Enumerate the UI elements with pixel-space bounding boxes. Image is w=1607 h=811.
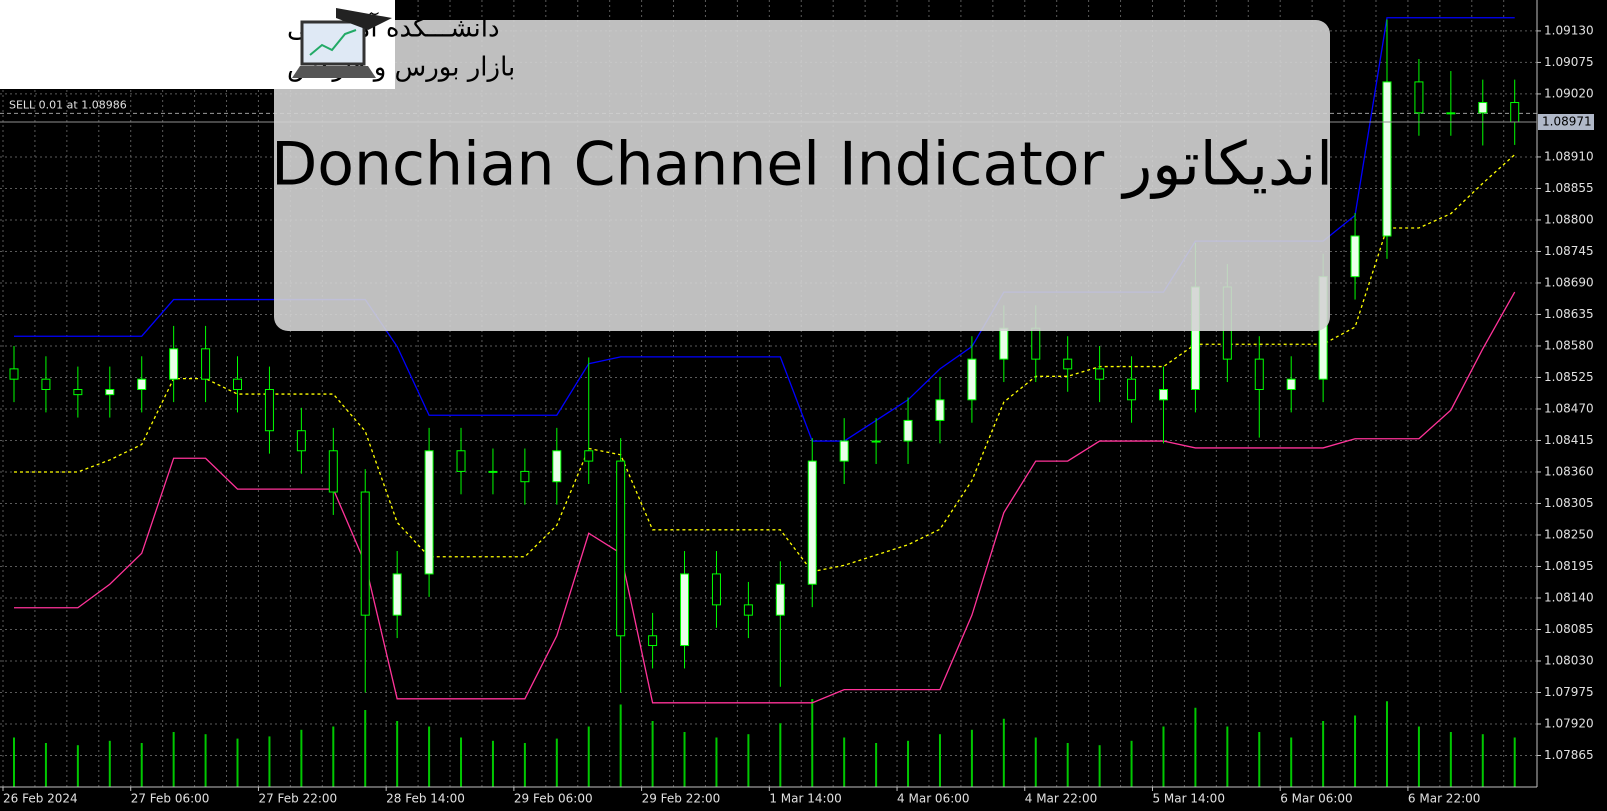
trade-label: SELL 0.01 at 1.08986 [9,98,127,111]
candle-body [105,388,115,396]
candle-body [392,573,402,616]
y-tick-label: 1.07975 [1544,685,1594,699]
y-tick-label: 1.07865 [1544,748,1594,762]
y-tick-label: 1.08305 [1544,496,1594,510]
channel-middle [14,154,1516,573]
candle-body [648,635,658,647]
y-tick-label: 1.08635 [1544,307,1594,321]
y-tick-label: 1.08800 [1544,212,1594,226]
x-tick-label: 28 Feb 14:00 [386,792,465,806]
candle-body [1158,388,1168,401]
candle-body [264,388,274,432]
candle-body [935,399,945,421]
x-tick-label: 4 Mar 06:00 [897,792,970,806]
candle-body [1478,102,1488,114]
candle-body [903,419,913,442]
candle-body [999,327,1009,360]
candle-body [169,348,179,380]
x-tick-label: 6 Mar 06:00 [1280,792,1353,806]
y-tick-label: 1.08470 [1544,401,1594,415]
candle-body [1031,327,1041,360]
candle-body [1510,102,1520,123]
candle-body [584,450,594,462]
y-tick-label: 1.08195 [1544,559,1594,573]
x-tick-label: 29 Feb 06:00 [514,792,593,806]
y-tick-label: 1.08415 [1544,433,1594,447]
candle-body [1095,368,1105,380]
candle-body [711,573,721,606]
candle-body [743,604,753,616]
y-tick-label: 1.08855 [1544,181,1594,195]
x-tick-label: 4 Mar 22:00 [1025,792,1098,806]
candle-body [616,460,626,637]
y-tick-label: 1.08525 [1544,370,1594,384]
y-tick-label: 1.08360 [1544,464,1594,478]
last-price-box [1538,114,1594,131]
y-tick-label: 1.09075 [1544,55,1594,69]
chart-title: اندیکاتور Donchian Channel Indicator [271,130,1333,200]
candle-body [1382,81,1392,237]
channel-lower [14,291,1516,704]
x-tick-label: 29 Feb 22:00 [642,792,721,806]
candle-body [1350,235,1360,278]
logo-icon [292,8,392,78]
overlay: اندیکاتور Donchian Channel Indicator دان… [0,0,1333,331]
candle-body [488,470,498,473]
candle-body [1063,358,1073,370]
x-tick-label: 6 Mar 22:00 [1408,792,1481,806]
candle-body [1286,378,1296,390]
y-tick-label: 1.08580 [1544,338,1594,352]
candle-body [1127,378,1137,401]
candle-body [552,450,562,483]
candle-body [1414,81,1424,114]
candle-body [871,440,881,443]
candle-body [1254,358,1264,390]
y-tick-label: 1.07920 [1544,716,1594,730]
y-tick-label: 1.09020 [1544,86,1594,100]
candle-body [233,378,243,390]
candle-body [456,450,466,472]
y-tick-label: 1.08030 [1544,653,1594,667]
candle-body [360,491,370,616]
y-tick-label: 1.08140 [1544,590,1594,604]
y-tick-label: 1.08085 [1544,622,1594,636]
candle-body [9,368,19,380]
candle-body [520,470,530,483]
candle-body [839,440,849,462]
x-tick-label: 26 Feb 2024 [3,792,78,806]
candle-body [775,583,785,616]
candle-body [41,378,51,390]
candle-body [1446,112,1456,115]
x-tick-label: 1 Mar 14:00 [769,792,842,806]
candle-body [296,430,306,452]
candle-body [201,348,211,380]
candle-body [73,388,83,396]
x-tick-label: 27 Feb 06:00 [131,792,210,806]
candle-body [424,450,434,575]
y-tick-label: 1.08690 [1544,275,1594,289]
y-tick-label: 1.08745 [1544,244,1594,258]
candle-body [807,460,817,585]
candle-body [967,358,977,401]
x-tick-label: 27 Feb 22:00 [258,792,337,806]
y-tick-label: 1.08250 [1544,527,1594,541]
volume [13,699,1516,787]
y-tick-label: 1.09130 [1544,23,1594,37]
y-tick-label: 1.08910 [1544,149,1594,163]
x-tick-label: 5 Mar 14:00 [1152,792,1225,806]
candle-body [137,378,147,390]
title-box [274,20,1330,331]
candle-body [328,450,338,493]
last-price-label: 1.08971 [1542,115,1592,129]
candle-body [680,573,690,647]
